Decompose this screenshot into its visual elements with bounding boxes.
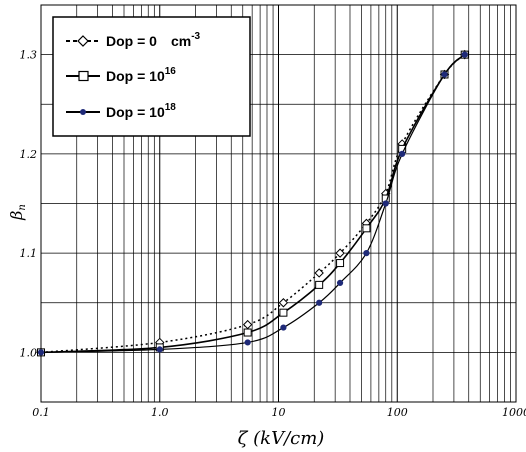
x-axis-title: ζ (kV/cm): [238, 428, 325, 449]
y-tick-label: 1.1: [20, 247, 38, 260]
data-point-square: [336, 259, 345, 268]
data-point-circle: [363, 250, 370, 257]
data-point-square: [315, 280, 324, 289]
data-point-square: [279, 308, 288, 317]
y-tick-label: 1.0: [20, 346, 38, 359]
x-tick-label: 100: [387, 406, 408, 419]
y-tick-label: 1.2: [20, 148, 38, 161]
legend-label-superscript: 18: [165, 102, 177, 113]
data-point-circle: [156, 346, 163, 353]
y-tick-labels: 1.0 1.1 1.2 1.3: [20, 49, 38, 360]
data-point-square: [362, 224, 371, 233]
legend-entry-2: Dop = 1018: [66, 102, 176, 120]
data-point-diamond: [314, 268, 324, 278]
legend-marker-square: [78, 70, 89, 82]
legend-entry-1: Dop = 1016: [66, 66, 176, 84]
series-layer: [36, 49, 470, 358]
data-point-circle: [244, 339, 251, 346]
x-tick-labels: 0.1 1.0 10 100 1000: [32, 406, 526, 419]
data-point-circle: [316, 299, 323, 306]
x-tick-label: 1000: [502, 406, 526, 419]
legend-marker-circle: [80, 109, 86, 115]
x-tick-label: 10: [272, 406, 286, 419]
legend-label-prefix: Dop = 10: [106, 68, 165, 84]
x-tick-label: 1.0: [151, 406, 169, 419]
data-point-circle: [37, 349, 45, 356]
data-point-circle: [461, 51, 468, 58]
legend-label: Dop = 1016: [106, 66, 176, 84]
data-point-circle: [336, 279, 344, 286]
legend-label-prefix: Dop = 10: [106, 104, 165, 120]
y-axis-title-main: β: [7, 211, 26, 221]
plot-frame: [40, 4, 517, 403]
legend-label-superscript: -3: [191, 31, 200, 42]
legend-marker-diamond: [77, 35, 89, 47]
data-point-diamond: [278, 298, 289, 308]
series-2: [37, 51, 468, 356]
legend-label: Dop = 0 cm-3: [106, 31, 201, 49]
data-point-circle: [382, 200, 389, 207]
legend-label-superscript: 16: [165, 66, 177, 77]
legend-label-prefix: Dop = 0: [106, 33, 157, 49]
y-axis-title: βn: [7, 204, 28, 221]
data-point-square: [243, 328, 252, 337]
svg-text:βn: βn: [7, 204, 28, 221]
x-tick-label: 0.1: [32, 406, 50, 419]
data-point-circle: [399, 150, 406, 157]
legend-label-unit: cm: [171, 33, 191, 49]
data-point-diamond: [242, 319, 253, 330]
y-axis-title-sub: n: [17, 204, 28, 210]
y-tick-label: 1.3: [20, 49, 38, 62]
data-point-circle: [441, 71, 448, 78]
legend-entry-0: Dop = 0 cm-3: [66, 31, 201, 49]
legend-label: Dop = 1018: [106, 102, 176, 120]
data-point-diamond: [335, 248, 345, 258]
data-point-circle: [280, 324, 287, 331]
